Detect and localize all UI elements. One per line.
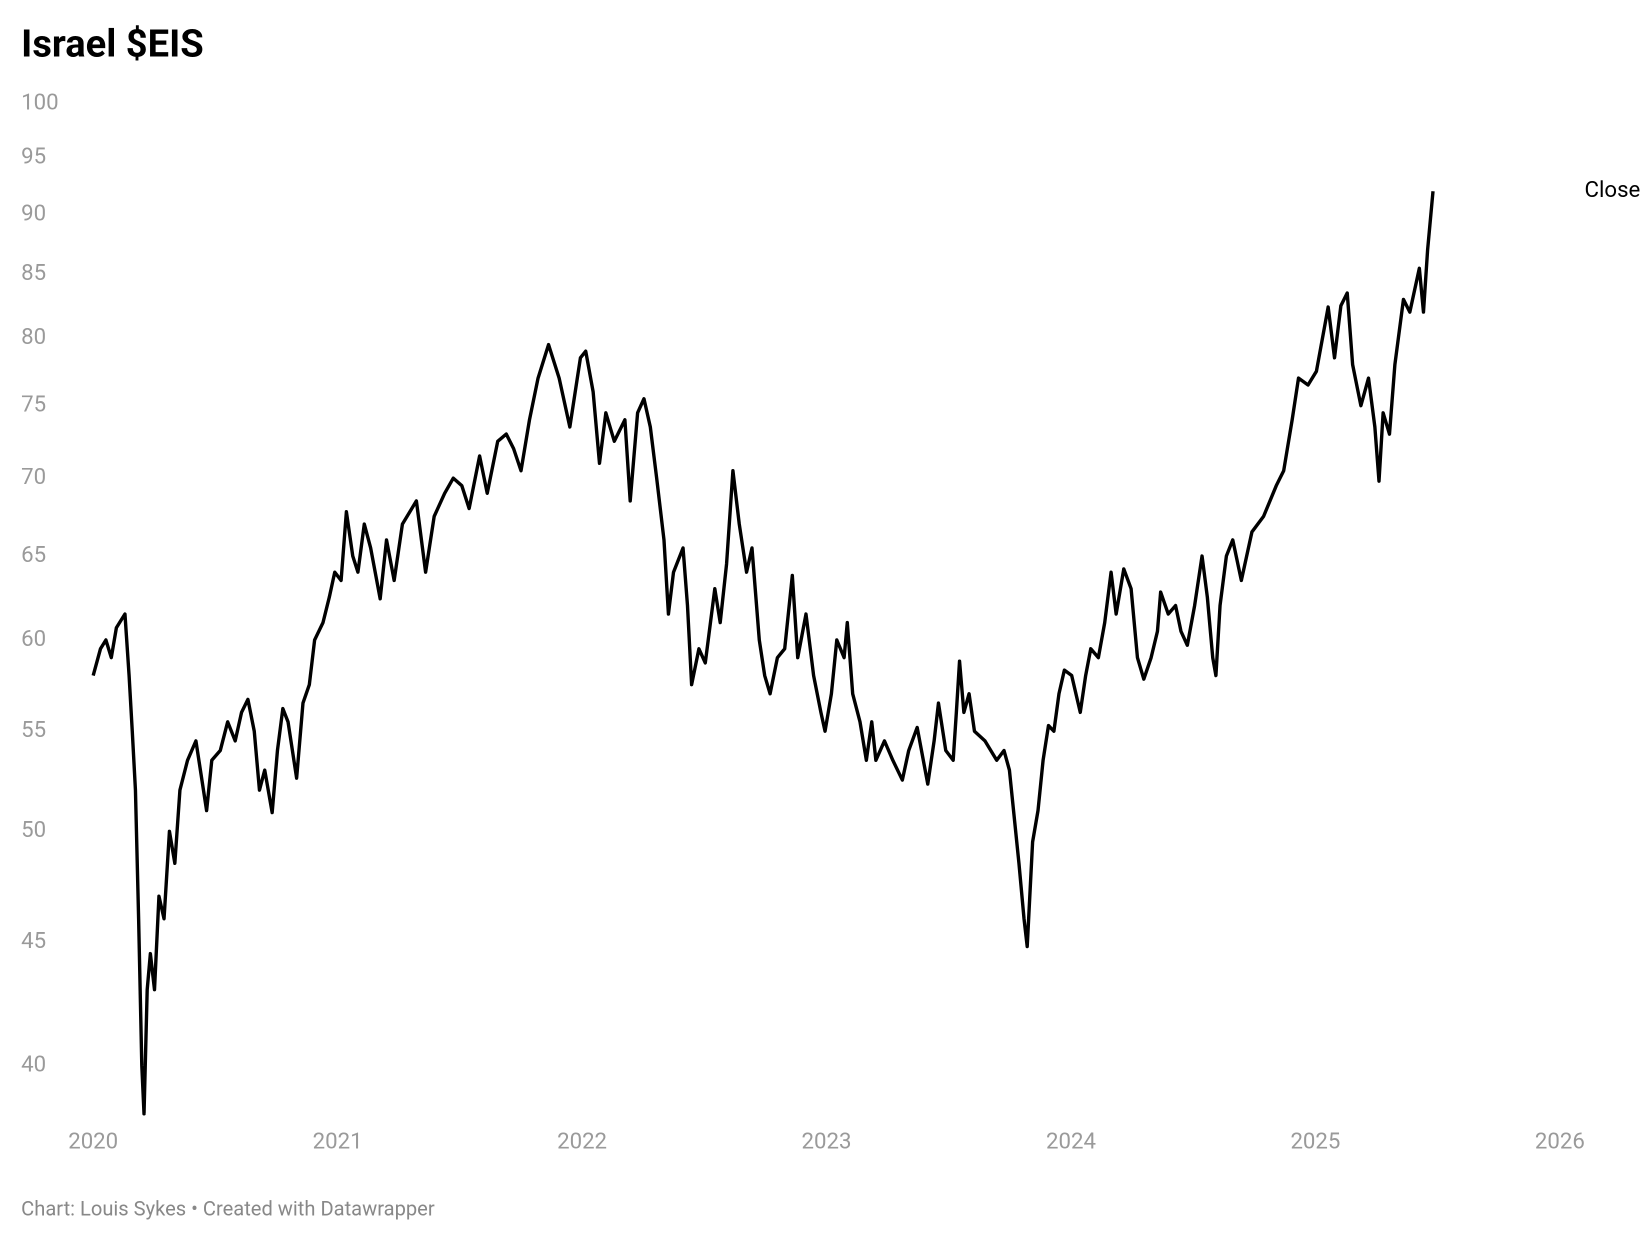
line — [91, 191, 1435, 1116]
y-tick-label: 95 — [21, 144, 46, 170]
x-tick-label: 2026 — [1535, 1129, 1585, 1155]
chart-title: Israel $EIS — [21, 23, 204, 67]
y-tick-label: 55 — [21, 717, 46, 743]
x-tick-label: 2023 — [802, 1129, 852, 1155]
series-label: Close — [1585, 177, 1641, 203]
y-tick-label: 80 — [21, 324, 46, 350]
y-tick-label: 50 — [21, 817, 46, 843]
x-tick-label: 2025 — [1290, 1129, 1340, 1155]
x-tick-label: 2020 — [68, 1129, 118, 1155]
y-tick-label: 90 — [21, 200, 46, 226]
y-tick-label: 60 — [21, 626, 46, 652]
y-tick-label: 70 — [21, 464, 46, 490]
y-tick-label: 40 — [21, 1051, 46, 1077]
footer: Chart: Louis Sykes • Created with Datawr… — [21, 1197, 435, 1221]
y-tick-label: 75 — [21, 392, 46, 418]
y-tick-label: 100 — [21, 90, 58, 116]
y-tick-label: 65 — [21, 542, 46, 568]
x-tick-label: 2024 — [1046, 1129, 1096, 1155]
y-tick-label: 85 — [21, 260, 46, 286]
y-tick-label: 45 — [21, 928, 46, 954]
x-tick-label: 2022 — [557, 1129, 607, 1155]
x-tick-label: 2021 — [313, 1129, 363, 1155]
